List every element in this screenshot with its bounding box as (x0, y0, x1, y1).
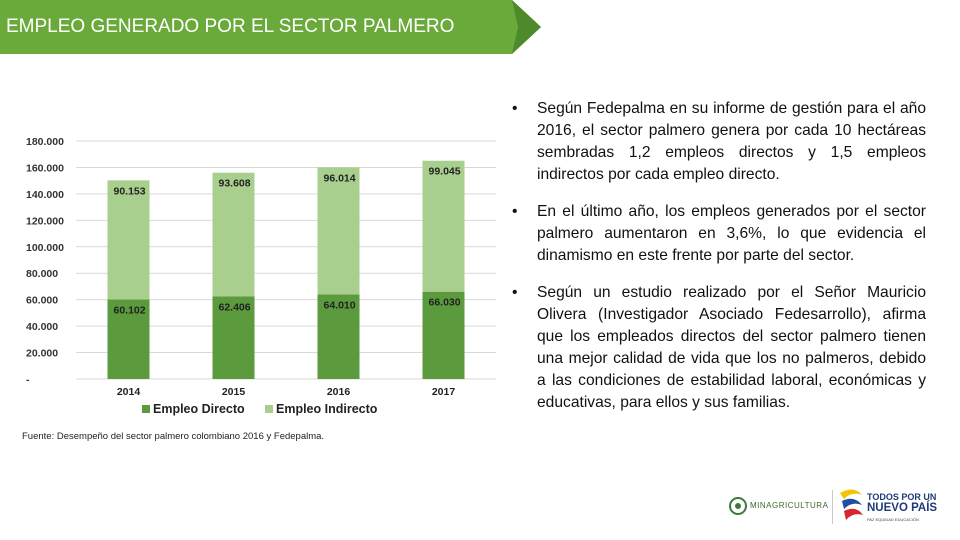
title-banner-shape (0, 0, 541, 54)
title-banner-tip-shadow (512, 0, 541, 54)
x-tick-label: 2014 (117, 386, 141, 398)
employment-chart: - 20.000 40.000 60.000 80.000 100.000 120.000 1… (26, 136, 496, 416)
bullet-item: • Según un estudio realizado por el Señor… (508, 282, 926, 414)
data-label: 90.153 (114, 185, 146, 197)
y-tick-label: 60.000 (26, 295, 58, 307)
bar-empleo-indirecto (317, 167, 360, 295)
bullet-list: • Según Fedepalma en su informe de gestió… (508, 98, 926, 429)
bullet-glyph: • (512, 100, 518, 117)
y-tick-label: 80.000 (26, 268, 58, 280)
bar-empleo-indirecto (422, 160, 465, 292)
title-banner (0, 0, 541, 54)
gov-logo-line1: TODOS POR UN (867, 492, 937, 502)
y-tick-label: 20.000 (26, 348, 58, 360)
x-tick-label: 2015 (222, 386, 246, 398)
y-tick-label: 100.000 (26, 242, 64, 254)
source-note: Fuente: Desempeño del sector palmero col… (22, 431, 325, 442)
x-tick-label: 2016 (327, 386, 351, 398)
legend-label: Empleo Indirecto (276, 402, 378, 416)
bar-empleo-indirecto (107, 180, 150, 300)
y-tick-label: - (26, 374, 30, 386)
page-title: EMPLEO GENERADO POR EL SECTOR PALMERO (6, 16, 455, 37)
legend-swatch (142, 405, 150, 413)
y-tick-label: 140.000 (26, 189, 64, 201)
data-label: 93.608 (219, 178, 251, 190)
bullet-item: • Según Fedepalma en su informe de gestió… (508, 98, 926, 186)
bullet-item: • En el último año, los empleos generados… (508, 201, 926, 267)
logos-area: MINAGRICULTURA TODOS POR UN NUEVO PAÍS P… (720, 480, 945, 530)
logo-divider (832, 490, 833, 524)
bar-empleo-directo (422, 291, 465, 379)
bar-empleo-directo (107, 299, 150, 379)
x-tick-label: 2017 (432, 386, 456, 398)
y-tick-label: 120.000 (26, 215, 64, 227)
ministry-seal-icon (729, 497, 747, 515)
data-label: 62.406 (219, 301, 251, 313)
data-label: 96.014 (324, 172, 356, 184)
legend-label: Empleo Directo (153, 402, 245, 416)
bullet-text: Según Fedepalma en su informe de gestión… (537, 100, 926, 183)
gov-logo-line2: NUEVO PAÍS (867, 502, 938, 514)
y-tick-label: 160.000 (26, 162, 64, 174)
gov-logo-line3: PAZ EQUIDAD EDUCACIÓN (867, 517, 919, 522)
y-tick-label: 180.000 (26, 136, 64, 148)
data-label: 99.045 (429, 166, 461, 178)
chart-legend: Empleo Directo Empleo Indirecto (142, 402, 378, 416)
bullet-glyph: • (512, 284, 518, 301)
bullet-text: Según un estudio realizado por el Señor … (537, 284, 926, 411)
bullet-glyph: • (512, 203, 518, 220)
data-label: 64.010 (324, 299, 356, 311)
bar-empleo-directo (317, 294, 360, 379)
bullet-text: En el último año, los empleos generados … (537, 203, 926, 264)
data-label: 66.030 (429, 297, 461, 309)
data-label: 60.102 (114, 305, 146, 317)
colombia-flag-swirl-icon (840, 489, 863, 520)
chart-bars (107, 160, 465, 379)
y-tick-label: 40.000 (26, 321, 58, 333)
bar-empleo-directo (212, 296, 255, 379)
bar-empleo-indirecto (212, 172, 255, 297)
chart-labels: - 20.000 40.000 60.000 80.000 100.000 120.000 1… (26, 136, 461, 398)
ministry-logo-text: MINAGRICULTURA (750, 501, 829, 510)
legend-swatch (265, 405, 273, 413)
